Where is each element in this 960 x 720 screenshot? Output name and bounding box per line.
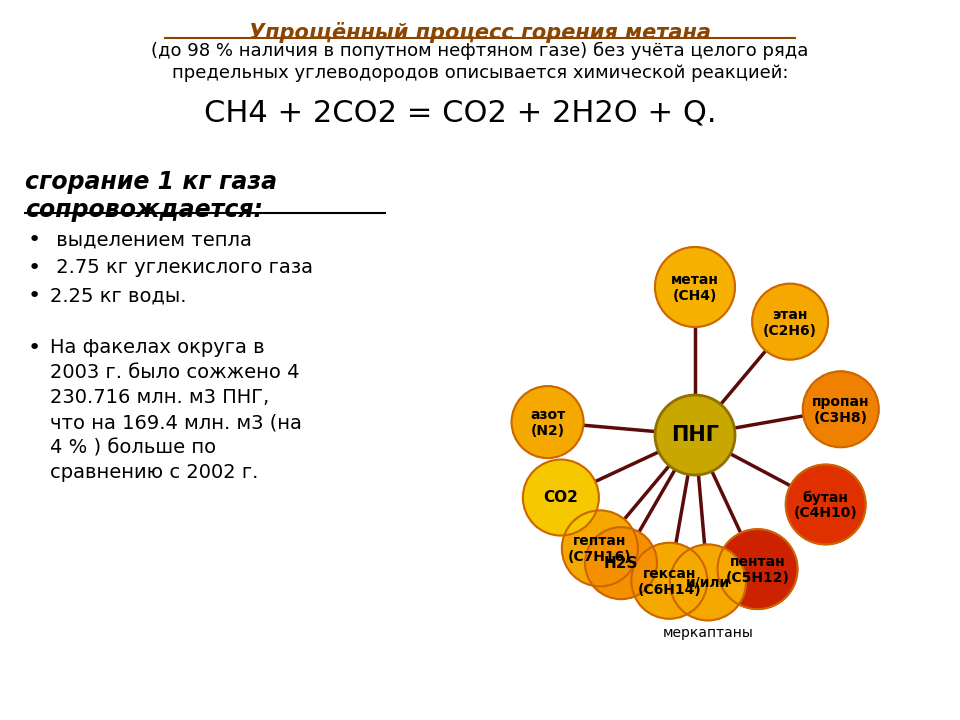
Text: (C7H16): (C7H16) bbox=[568, 550, 632, 564]
Text: CO2: CO2 bbox=[543, 490, 578, 505]
Text: 2.25 кг воды.: 2.25 кг воды. bbox=[50, 286, 186, 305]
Text: сгорание 1 кг газа
сопровождается:: сгорание 1 кг газа сопровождается: bbox=[25, 170, 277, 222]
Circle shape bbox=[512, 386, 584, 458]
Text: этан: этан bbox=[773, 307, 807, 322]
Text: (CH4): (CH4) bbox=[673, 289, 717, 303]
Text: пентан: пентан bbox=[730, 555, 785, 569]
Text: (до 98 % наличия в попутном нефтяном газе) без учёта целого ряда: (до 98 % наличия в попутном нефтяном газ… bbox=[152, 42, 808, 60]
Text: меркаптаны: меркаптаны bbox=[662, 626, 754, 640]
Text: (C5H12): (C5H12) bbox=[726, 571, 789, 585]
Text: На факелах округа в
2003 г. было сожжено 4
230.716 млн. м3 ПНГ,
что на 169.4 млн: На факелах округа в 2003 г. было сожжено… bbox=[50, 338, 301, 482]
Circle shape bbox=[752, 284, 828, 359]
Circle shape bbox=[585, 527, 657, 599]
Circle shape bbox=[632, 543, 708, 618]
Text: выделением тепла: выделением тепла bbox=[50, 230, 252, 249]
Circle shape bbox=[655, 395, 735, 475]
Text: и/или: и/или bbox=[685, 575, 730, 590]
Text: (C3H8): (C3H8) bbox=[814, 411, 868, 426]
Text: азот: азот bbox=[530, 408, 565, 422]
Text: •: • bbox=[28, 258, 41, 278]
Circle shape bbox=[655, 247, 735, 327]
Text: (C4H10): (C4H10) bbox=[794, 506, 857, 521]
Text: •: • bbox=[28, 230, 41, 250]
Circle shape bbox=[523, 459, 599, 536]
Text: (N2): (N2) bbox=[531, 424, 564, 438]
Text: •: • bbox=[28, 286, 41, 306]
Text: (C6H14): (C6H14) bbox=[637, 582, 701, 597]
Circle shape bbox=[670, 544, 746, 621]
Text: гексан: гексан bbox=[642, 567, 696, 581]
Text: метан: метан bbox=[671, 273, 719, 287]
Text: CH4 + 2CO2 = CO2 + 2H2O + Q.: CH4 + 2CO2 = CO2 + 2H2O + Q. bbox=[204, 98, 716, 127]
Text: H2S: H2S bbox=[604, 556, 638, 571]
Circle shape bbox=[717, 529, 798, 609]
Text: (C2H6): (C2H6) bbox=[763, 323, 817, 338]
Text: гептан: гептан bbox=[573, 534, 627, 549]
Circle shape bbox=[562, 510, 637, 586]
Text: предельных углеводородов описывается химической реакцией:: предельных углеводородов описывается хим… bbox=[172, 64, 788, 82]
Circle shape bbox=[803, 372, 878, 447]
Text: ПНГ: ПНГ bbox=[671, 425, 719, 445]
Text: 2.75 кг углекислого газа: 2.75 кг углекислого газа bbox=[50, 258, 313, 277]
Text: Упрощённый процесс горения метана: Упрощённый процесс горения метана bbox=[249, 22, 711, 43]
Text: бутан: бутан bbox=[803, 490, 849, 505]
Text: •: • bbox=[28, 338, 41, 358]
Text: пропан: пропан bbox=[812, 395, 870, 409]
Circle shape bbox=[785, 464, 866, 544]
